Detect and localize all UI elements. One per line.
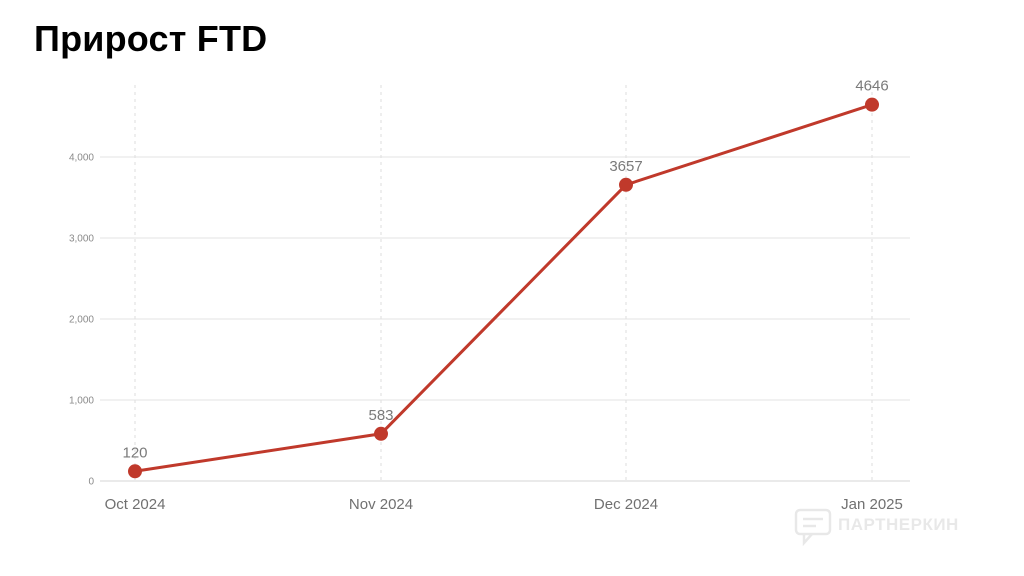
axis-layer: 0 1,000 2,000 3,000 4,000 Oct 2024 Nov 2024 Dec… (69, 153, 903, 514)
data-point (619, 177, 633, 192)
series-layer (128, 97, 879, 479)
y-tick-label: 3,000 (69, 234, 94, 245)
x-tick-label: Nov 2024 (349, 496, 413, 513)
data-label: 120 (122, 444, 147, 461)
data-point (128, 464, 142, 479)
grid-layer (100, 85, 910, 482)
data-label: 3657 (609, 158, 642, 175)
series-line (133, 103, 874, 473)
label-layer: 120 583 3657 4646 (122, 78, 888, 462)
chat-bubble-icon (794, 508, 832, 546)
y-tick-label: 1,000 (69, 396, 94, 407)
x-tick-label: Jan 2025 (841, 496, 903, 513)
data-label: 4646 (855, 78, 888, 95)
watermark-text: ПАРТНЕРКИН (838, 515, 959, 534)
watermark-logo: ПАРТНЕРКИН (794, 506, 1004, 546)
y-tick-label: 4,000 (69, 153, 94, 164)
data-point (865, 97, 879, 112)
data-label: 583 (368, 407, 393, 424)
x-tick-label: Oct 2024 (105, 496, 166, 513)
data-point (374, 426, 388, 441)
y-tick-label: 2,000 (69, 315, 94, 326)
x-tick-label: Dec 2024 (594, 496, 658, 513)
page-title: Прирост FTD (34, 18, 268, 59)
y-tick-label: 0 (88, 477, 94, 488)
